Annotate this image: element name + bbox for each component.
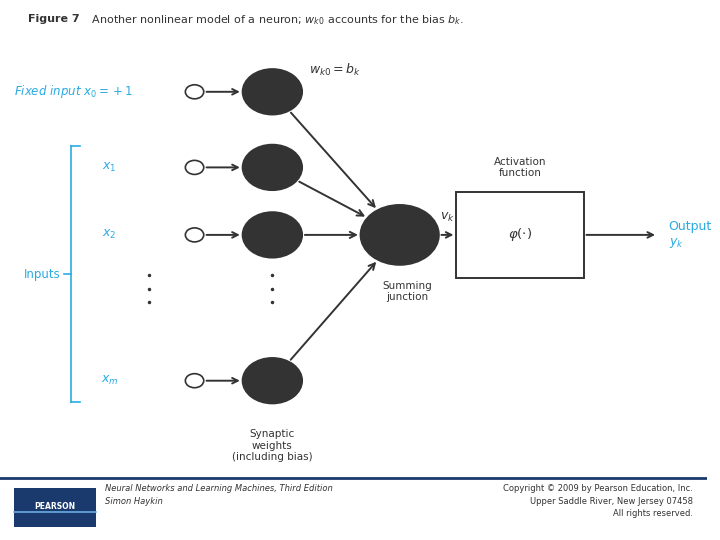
Text: Copyright © 2009 by Pearson Education, Inc.
Upper Saddle River, New Jersey 07458: Copyright © 2009 by Pearson Education, I… [503, 484, 693, 518]
FancyBboxPatch shape [14, 488, 96, 526]
Circle shape [361, 205, 438, 265]
Text: $w_{k2}$: $w_{k2}$ [263, 229, 282, 241]
Text: $x_m$: $x_m$ [101, 374, 119, 387]
Circle shape [243, 358, 302, 403]
Text: $x_2$: $x_2$ [102, 228, 117, 241]
Text: Figure 7: Figure 7 [28, 14, 80, 24]
Text: Activation
function: Activation function [494, 157, 546, 178]
Text: $w_{k0}$: $w_{k0}$ [262, 86, 282, 98]
Circle shape [243, 212, 302, 258]
Circle shape [243, 145, 302, 190]
Text: Inputs: Inputs [23, 267, 60, 281]
Bar [456, 192, 584, 278]
Text: Neural Networks and Learning Machines, Third Edition
Simon Haykin: Neural Networks and Learning Machines, T… [104, 484, 333, 506]
Text: $w_{k0} = b_k$: $w_{k0} = b_k$ [309, 62, 361, 78]
Text: Summing
junction: Summing junction [382, 281, 432, 302]
Text: Another nonlinear model of a neuron; $w_{k0}$ accounts for the bias $b_k$.: Another nonlinear model of a neuron; $w_… [81, 14, 464, 28]
Text: $\Sigma$: $\Sigma$ [392, 225, 407, 245]
Text: $w_{km}$: $w_{km}$ [261, 375, 284, 387]
Text: $w_{k1}$: $w_{k1}$ [263, 161, 282, 173]
Text: Output
$y_k$: Output $y_k$ [669, 220, 712, 250]
Text: $\varphi(\cdot)$: $\varphi(\cdot)$ [508, 226, 532, 244]
Circle shape [243, 69, 302, 114]
Text: Synaptic
weights
(including bias): Synaptic weights (including bias) [232, 429, 312, 462]
Text: Fixed input $x_0 = +1$: Fixed input $x_0 = +1$ [14, 83, 133, 100]
Text: PEARSON: PEARSON [35, 502, 76, 511]
Text: $x_1$: $x_1$ [102, 161, 117, 174]
Text: $v_k$: $v_k$ [440, 211, 455, 224]
